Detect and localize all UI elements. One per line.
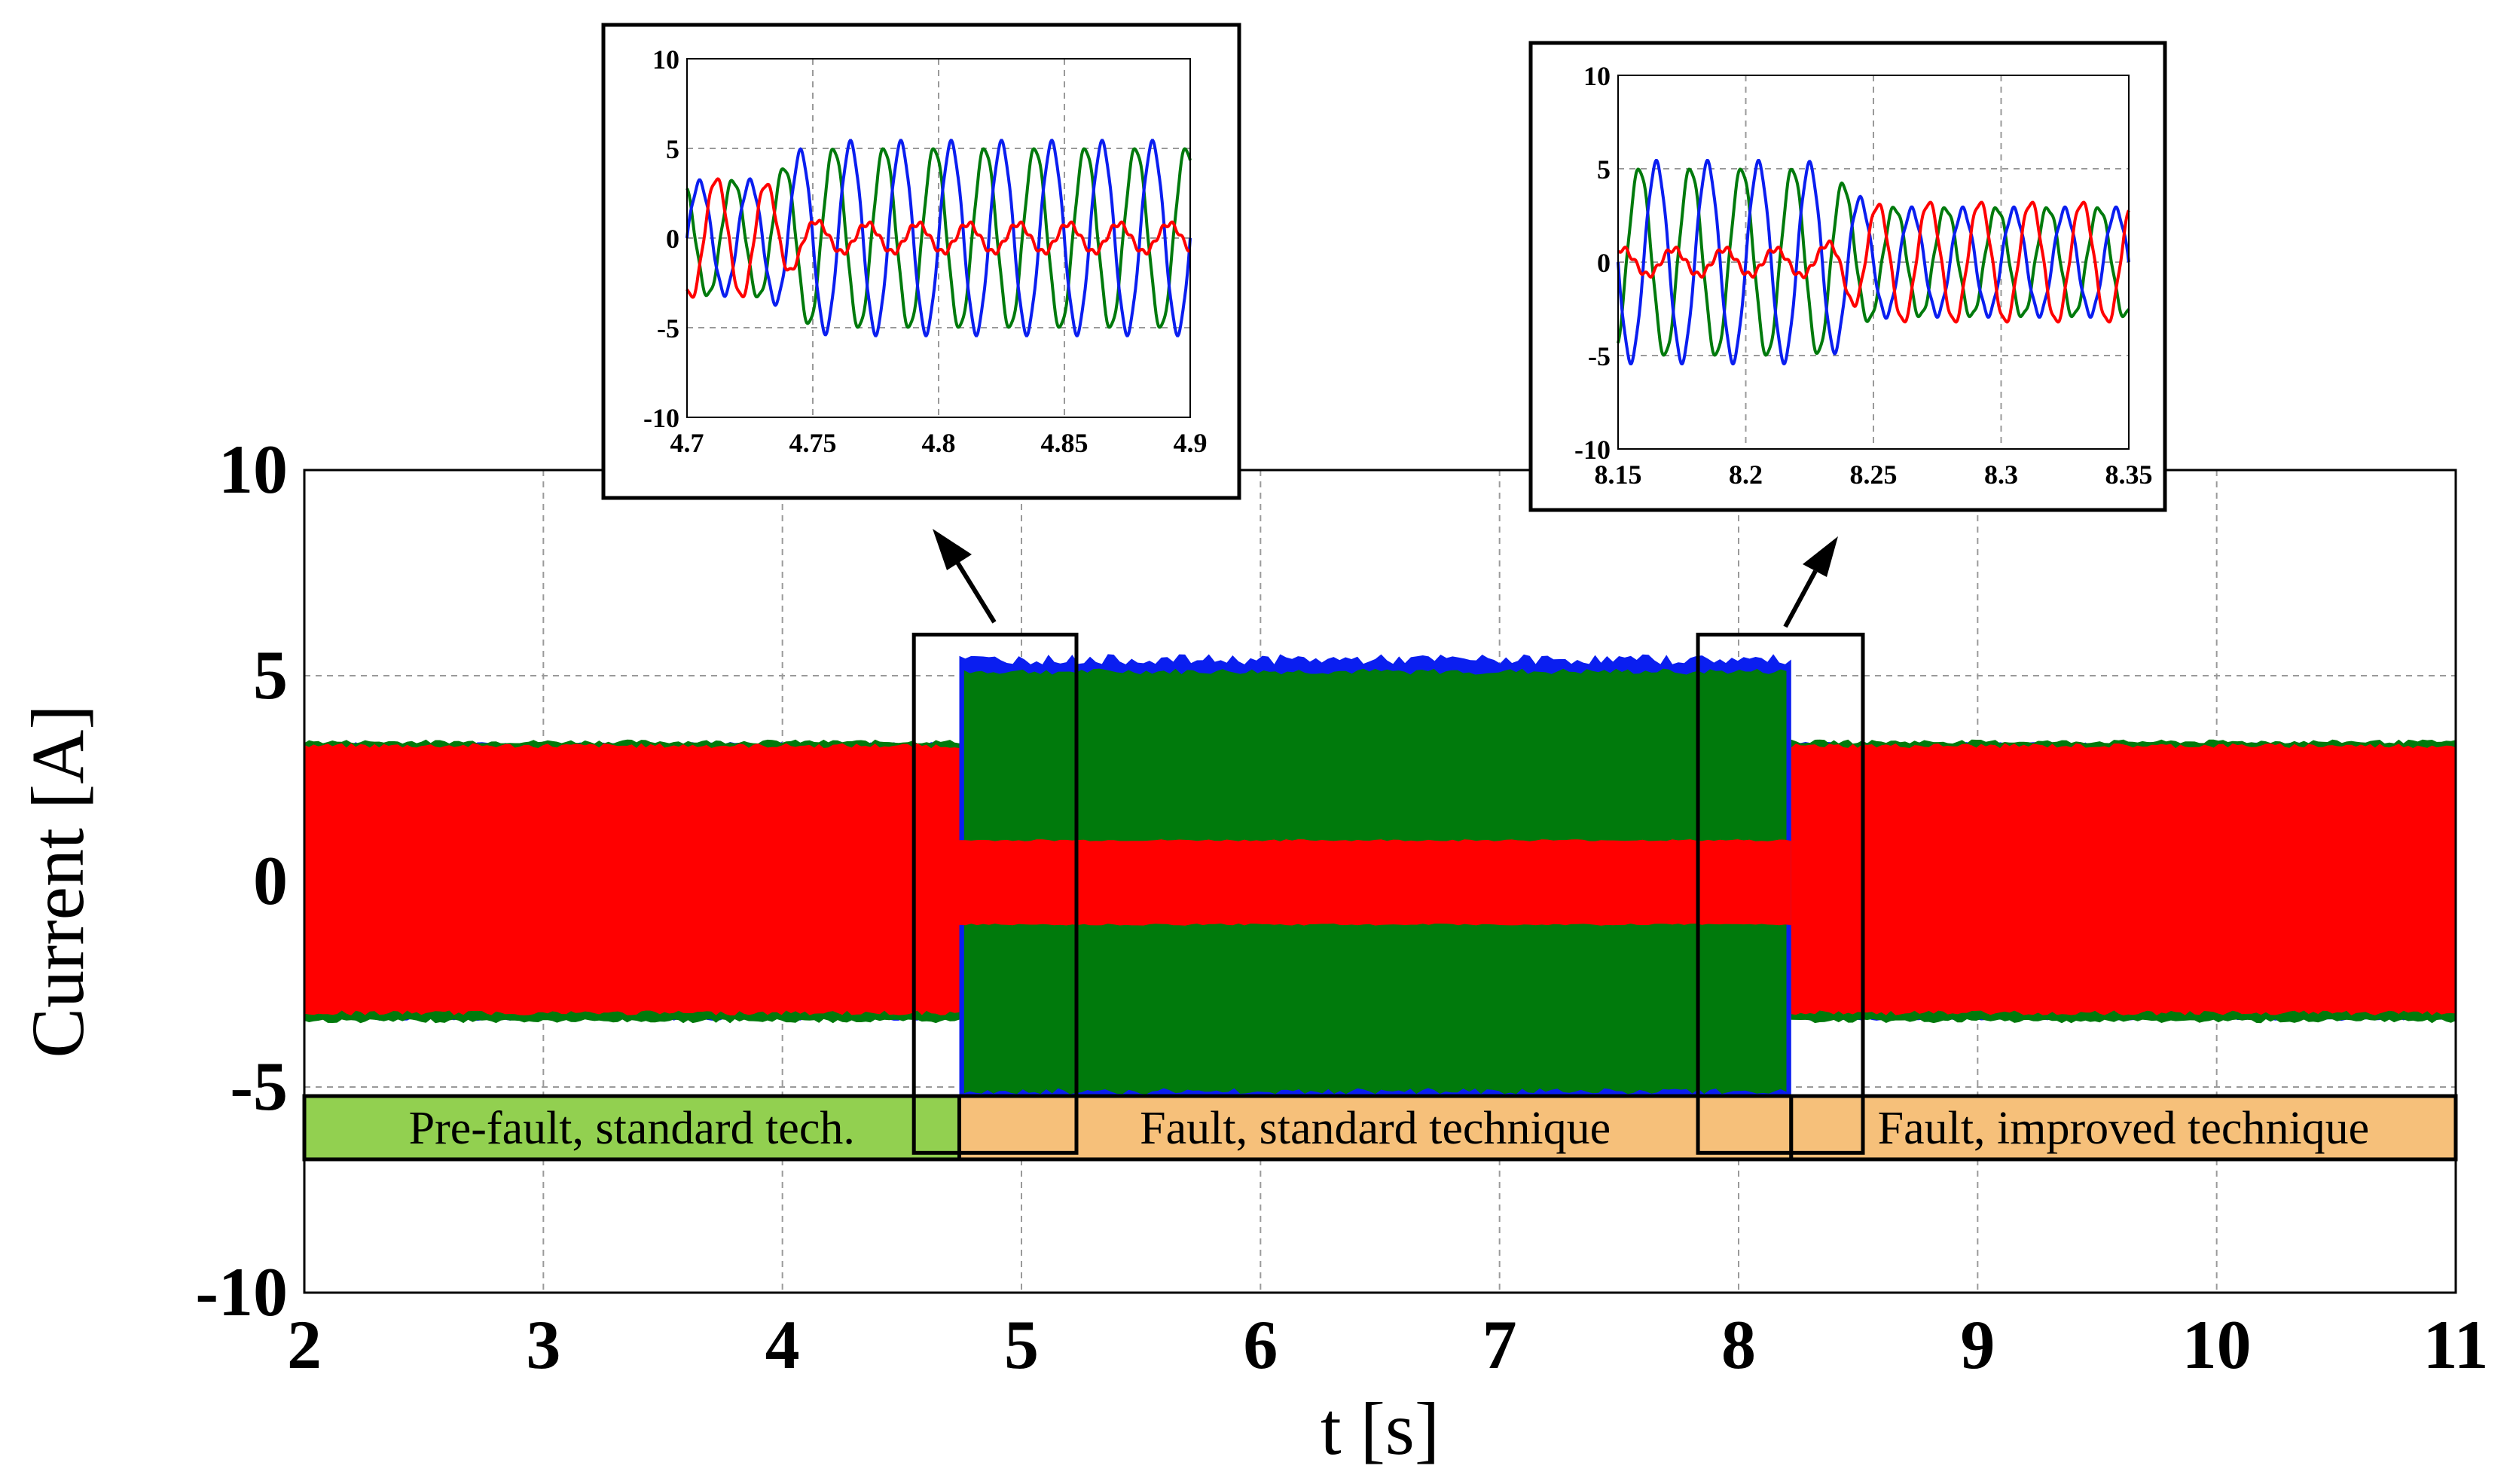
region-label-prefault: Pre-fault, standard tech. — [409, 1103, 855, 1154]
inset-x-tick-labels: 8.15 8.2 8.25 8.3 8.35 — [1595, 460, 2153, 490]
zoom-box-fault-onset — [911, 632, 1079, 1155]
y-axis-title: Current [A] — [16, 704, 99, 1058]
regime-band: Pre-fault, standard tech. Fault, standar… — [302, 1094, 2458, 1162]
inset-trace-red — [685, 177, 1192, 299]
inset-frame — [601, 23, 1241, 500]
inset-y-tick-label: -5 — [1588, 341, 1611, 371]
inset-trace-green — [685, 147, 1192, 329]
inset-y-tick-label: -5 — [657, 313, 679, 344]
x-tick-labels: 2 3 4 5 6 7 8 9 10 11 — [287, 1306, 2488, 1383]
envelope-phase-red — [1791, 743, 2456, 1015]
y-tick-label: 0 — [253, 842, 288, 919]
inset-x-tick-label: 4.75 — [789, 428, 837, 458]
inset-x-tick-label: 4.85 — [1041, 428, 1089, 458]
x-tick-label: 2 — [287, 1306, 322, 1383]
inset-x-tick-label: 8.35 — [2105, 460, 2153, 490]
zoom-box-technique-switch — [1696, 632, 1865, 1155]
inset-axes-box — [1617, 75, 2130, 450]
arrow-to-inset-1 — [933, 529, 997, 624]
envelope-phase-red — [304, 743, 960, 1015]
x-tick-label: 9 — [1960, 1306, 1995, 1383]
inset-x-tick-labels: 4.7 4.75 4.8 4.85 4.9 — [670, 428, 1208, 458]
region-fault-improved — [1789, 1094, 2458, 1162]
region-label-fault-standard: Fault, standard technique — [1140, 1103, 1611, 1154]
inset-traces — [685, 139, 1192, 337]
x-tick-label: 10 — [2182, 1306, 2252, 1383]
inset-x-tick-label: 8.15 — [1595, 460, 1642, 490]
x-tick-label: 6 — [1243, 1306, 1278, 1383]
inset-y-tick-label: 0 — [666, 224, 679, 254]
inset-y-tick-label: 10 — [652, 44, 679, 75]
region-label-fault-improved: Fault, improved technique — [1878, 1103, 2370, 1154]
arrow-to-inset-2 — [1783, 536, 1838, 628]
x-axis-title: t [s] — [1321, 1387, 1440, 1470]
inset-technique-switch: 10 5 0 -5 -10 8.15 8.2 8.25 8.3 8.35 — [1528, 41, 2167, 512]
inset-traces — [1617, 159, 2130, 365]
x-tick-label: 3 — [526, 1306, 560, 1383]
x-tick-label: 5 — [1004, 1306, 1039, 1383]
y-tick-label: 5 — [253, 637, 288, 713]
inset-trace-blue — [1617, 159, 2130, 365]
main-plot-frame — [303, 469, 2457, 1294]
inset-y-tick-label: 0 — [1597, 248, 1611, 278]
inset-x-tick-label: 4.9 — [1174, 428, 1208, 458]
inset-x-tick-label: 8.25 — [1850, 460, 1898, 490]
y-tick-label: 10 — [218, 431, 288, 508]
x-tick-label: 11 — [2423, 1306, 2489, 1383]
x-tick-label: 4 — [765, 1306, 800, 1383]
inset-x-tick-label: 8.3 — [1984, 460, 2018, 490]
inset-y-tick-label: 10 — [1583, 61, 1611, 91]
inset-x-tick-label: 8.2 — [1729, 460, 1763, 490]
y-tick-labels: 10 5 0 -5 -10 — [195, 431, 288, 1330]
x-tick-label: 8 — [1721, 1306, 1756, 1383]
envelope-phase-red — [959, 839, 1791, 926]
inset-axes-box — [686, 58, 1191, 418]
inset-fault-onset: 10 5 0 -5 -10 4.7 4.75 4.8 4.85 4.9 — [601, 23, 1241, 500]
y-tick-label: -5 — [230, 1048, 288, 1125]
y-tick-label: -10 — [195, 1253, 288, 1330]
inset-y-tick-labels: 10 5 0 -5 -10 — [643, 44, 679, 433]
inset-y-tick-labels: 10 5 0 -5 -10 — [1574, 61, 1611, 465]
inset-y-tick-label: 5 — [666, 134, 679, 164]
region-fault-standard — [957, 1094, 1794, 1162]
main-signal-envelopes — [304, 654, 2456, 1109]
x-tick-label: 7 — [1482, 1306, 1517, 1383]
inset-x-tick-label: 4.7 — [670, 428, 704, 458]
inset-y-tick-label: 5 — [1597, 154, 1611, 185]
inset-x-tick-label: 4.8 — [922, 428, 956, 458]
inset-trace-red — [1617, 200, 2130, 324]
inset-trace-green — [1617, 167, 2130, 357]
inset-y-tick-label: -10 — [643, 403, 679, 433]
inset-y-tick-label: -10 — [1574, 435, 1611, 465]
inset-trace-blue — [685, 139, 1192, 337]
